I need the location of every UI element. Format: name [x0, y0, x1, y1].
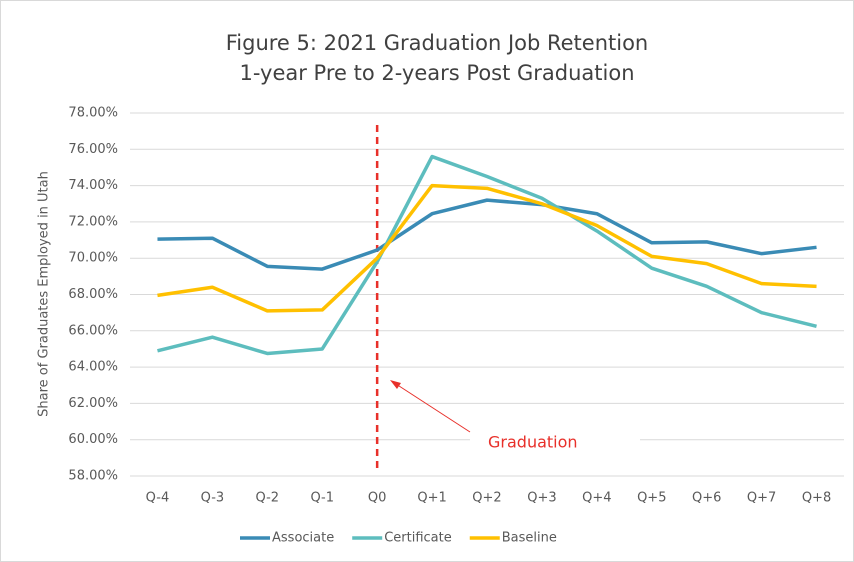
y-tick-label: 68.00% [68, 287, 118, 302]
y-tick-label: 76.00% [68, 142, 118, 157]
plot: Graduation [157, 125, 817, 472]
x-tick-label: Q+5 [637, 491, 666, 506]
x-tick-label: Q+3 [527, 491, 556, 506]
x-tick-label: Q+4 [582, 491, 611, 506]
annotation-arrow [395, 383, 471, 433]
series-line [157, 154, 817, 356]
y-tick-label: 62.00% [68, 396, 118, 411]
y-tick-label: 78.00% [68, 106, 118, 121]
y-tick-label: 64.00% [68, 360, 118, 375]
x-tick-label: Q+7 [747, 491, 776, 506]
legend-label: Certificate [384, 531, 452, 546]
x-tick-label: Q+2 [472, 491, 501, 506]
x-tick-label: Q+6 [692, 491, 721, 506]
y-tick-label: 66.00% [68, 323, 118, 338]
x-tick-label: Q-3 [201, 491, 225, 506]
legend-label: Associate [272, 531, 334, 546]
y-tick-label: 60.00% [68, 432, 118, 447]
y-tick-label: 70.00% [68, 251, 118, 266]
x-tick-label: Q-1 [310, 491, 334, 506]
series-line [157, 183, 817, 313]
x-tick-label: Q+1 [417, 491, 446, 506]
x-tick-label: Q0 [368, 491, 387, 506]
legend-label: Baseline [502, 531, 557, 546]
annotation-background [470, 428, 640, 458]
chart-title: Figure 5: 2021 Graduation Job Retention [226, 31, 649, 55]
y-tick-label: 74.00% [68, 178, 118, 193]
chart-subtitle: 1-year Pre to 2-years Post Graduation [239, 61, 634, 85]
arrow-head [390, 380, 401, 389]
y-axis-label: Share of Graduates Employed in Utah [37, 171, 52, 417]
y-tick-label: 72.00% [68, 214, 118, 229]
x-tick-label: Q+8 [802, 491, 831, 506]
series-line [157, 198, 817, 271]
annotation: Graduation [488, 433, 578, 452]
x-tick-label: Q-4 [146, 491, 170, 506]
x-tick-label: Q-2 [256, 491, 280, 506]
y-tick-label: 58.00% [68, 469, 118, 484]
